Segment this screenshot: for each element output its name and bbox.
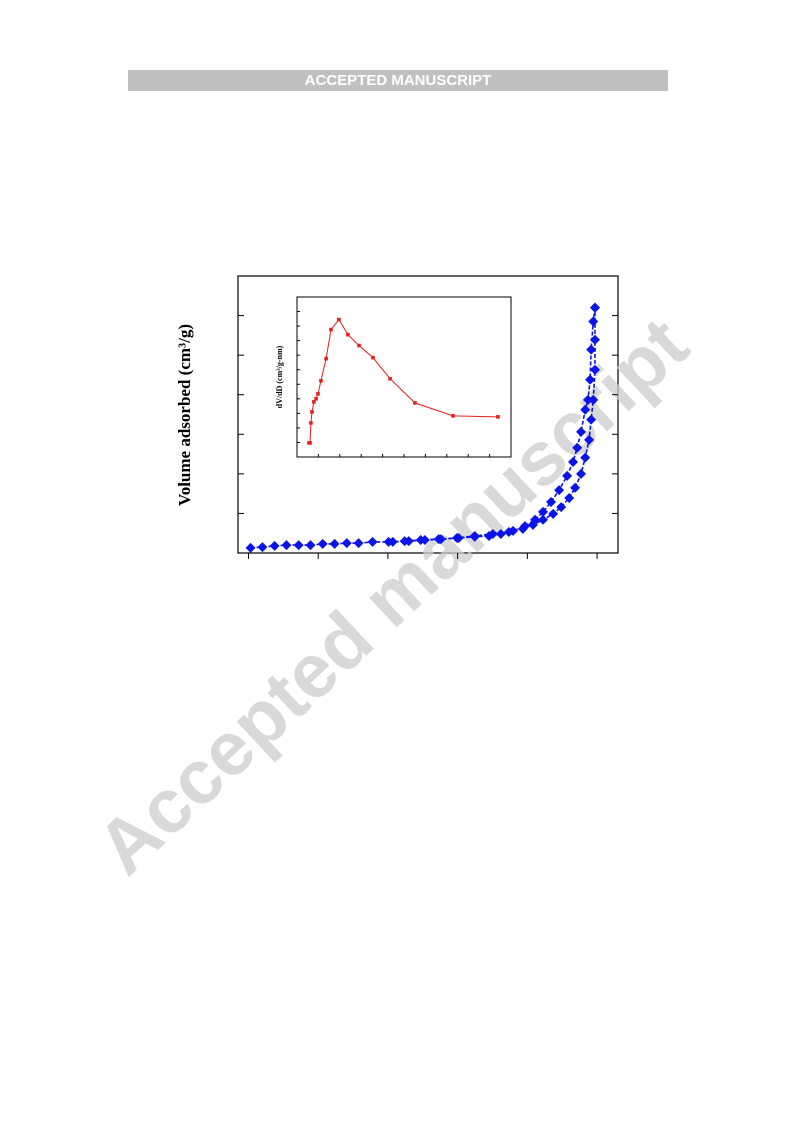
data-point [562, 470, 573, 481]
data-point [357, 343, 361, 348]
data-point [387, 536, 398, 547]
data-point [588, 394, 599, 405]
data-point [572, 442, 583, 453]
data-point [554, 485, 565, 496]
data-point [568, 456, 579, 467]
y-axis-label: Volume adsorbed (cm³/g) [175, 324, 194, 506]
series-line [308, 318, 498, 444]
data-point [548, 508, 559, 519]
data-point [316, 392, 320, 396]
banner: ACCEPTED MANUSCRIPT [128, 70, 668, 91]
data-point [589, 302, 600, 313]
data-point [317, 538, 328, 549]
data-point [371, 355, 375, 360]
data-point [305, 540, 316, 551]
data-point [308, 441, 312, 445]
data-point [413, 401, 417, 405]
data-point [556, 502, 567, 513]
data-point [245, 542, 256, 553]
data-point [570, 482, 581, 493]
data-point [309, 421, 313, 425]
data-point [580, 452, 591, 463]
data-point [584, 434, 595, 445]
data-point [453, 532, 464, 543]
data-point [508, 525, 519, 536]
data-point [519, 521, 530, 532]
data-point [495, 529, 506, 540]
data-point [576, 426, 587, 437]
data-point [403, 536, 414, 547]
data-point [496, 415, 500, 419]
data-point [435, 534, 446, 545]
data-point [538, 506, 549, 517]
data-point [353, 538, 364, 549]
data-point [341, 538, 352, 549]
data-point [367, 536, 378, 547]
series-line [250, 307, 596, 549]
data-point [530, 514, 541, 525]
data-point [419, 534, 430, 545]
data-point [538, 514, 549, 525]
data-point [588, 316, 599, 327]
inset-frame [296, 296, 512, 458]
main-frame [237, 275, 619, 554]
data-point [589, 364, 600, 375]
data-point [324, 356, 328, 361]
data-point [576, 468, 587, 479]
data-point [314, 397, 318, 401]
data-point [257, 542, 268, 553]
data-point [319, 378, 323, 383]
data-point [586, 344, 597, 355]
data-point [337, 317, 341, 322]
data-point [469, 531, 480, 542]
data-point [451, 414, 455, 418]
data-point [312, 400, 316, 404]
data-point [564, 492, 575, 503]
data-point [329, 538, 340, 549]
data-point [589, 334, 600, 345]
inset-y-label: dV/dD (cm³/g-nm) [275, 345, 284, 408]
data-point [580, 404, 591, 415]
data-point [293, 540, 304, 551]
data-point [310, 410, 314, 414]
data-point [583, 394, 594, 405]
data-point [388, 376, 392, 381]
data-point [346, 332, 350, 337]
data-point [269, 540, 280, 551]
data-point [586, 414, 597, 425]
data-point [329, 327, 333, 332]
data-point [546, 496, 557, 507]
data-point [484, 530, 495, 541]
data-point [281, 540, 292, 551]
data-point [585, 374, 596, 385]
